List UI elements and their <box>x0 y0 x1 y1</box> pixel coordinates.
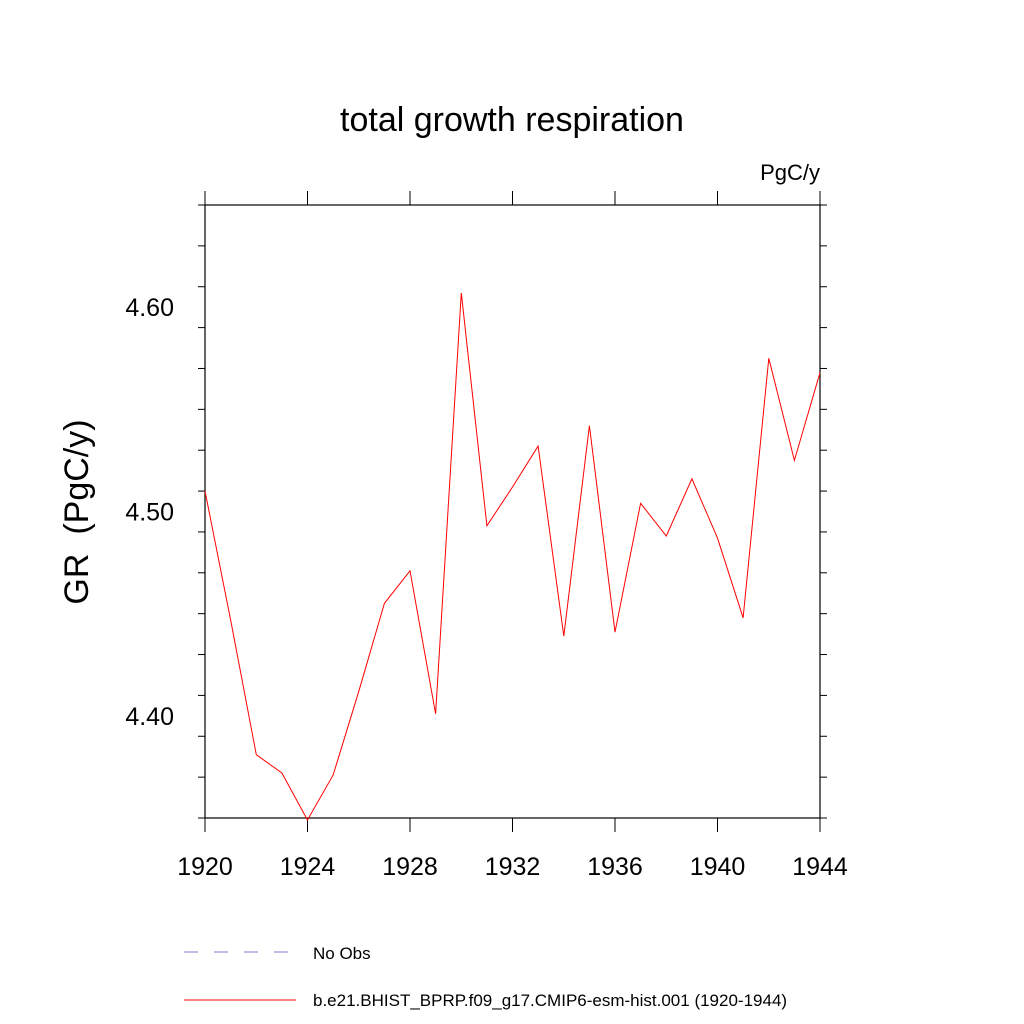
legend: No Obs b.e21.BHIST_BPRP.f09_g17.CMIP6-es… <box>184 944 787 1010</box>
plot-border <box>204 204 821 819</box>
legend-label-no-obs: No Obs <box>313 944 371 963</box>
legend-label-model: b.e21.BHIST_BPRP.f09_g17.CMIP6-esm-hist.… <box>313 991 787 1010</box>
units-label: PgC/y <box>760 160 820 185</box>
series-layer <box>204 292 821 822</box>
axis-ticks <box>198 191 827 832</box>
x-tick-label: 1932 <box>485 853 541 881</box>
chart-title: total growth respiration <box>340 101 684 139</box>
y-tick-label: 4.40 <box>125 703 174 731</box>
y-tick-label: 4.60 <box>125 294 174 322</box>
x-tick-label: 1936 <box>587 853 643 881</box>
x-tick-label: 1940 <box>690 853 746 881</box>
y-tick-label: 4.50 <box>125 499 174 527</box>
series-line <box>204 292 821 822</box>
x-tick-label: 1928 <box>382 853 438 881</box>
y-axis-label: GR (PgC/y) <box>58 419 96 604</box>
x-tick-label: 1920 <box>177 853 233 881</box>
x-tick-label: 1944 <box>792 853 848 881</box>
plot-frame <box>204 204 821 819</box>
axis-tick-labels: 1920 1924 1928 1932 1936 1940 1944 4.40 4.50 4.60 <box>125 294 848 881</box>
x-tick-label: 1924 <box>280 853 336 881</box>
